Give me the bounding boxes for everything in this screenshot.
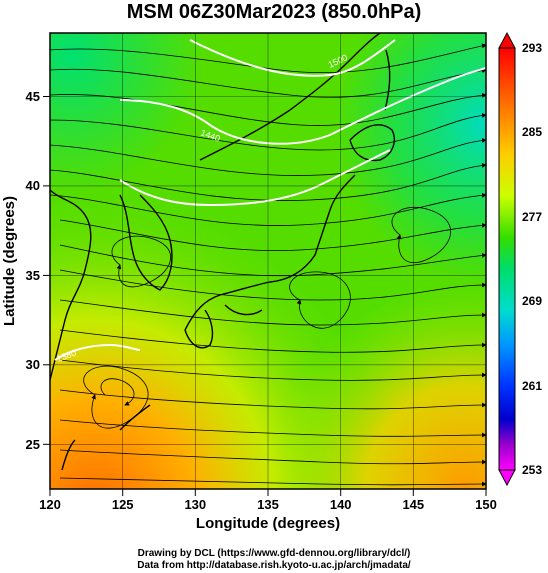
colorbar-scale	[498, 47, 516, 471]
colorbar-top-arrow	[498, 31, 516, 49]
y-tick-labels: 25 30 35 40 45	[26, 89, 40, 452]
axis-ticks	[43, 96, 487, 496]
y-tick-label: 40	[26, 178, 40, 193]
x-tick-label: 145	[402, 497, 424, 512]
colorbar-tick-label: 269	[522, 294, 542, 308]
map-title: MSM 06Z30Mar2023 (850.0hPa)	[126, 1, 422, 23]
y-tick-label: 35	[26, 268, 40, 283]
wind-streamlines	[50, 43, 486, 487]
x-tick-labels: 120 125 130 135 140 145 150	[39, 497, 497, 512]
x-tick-label: 125	[112, 497, 134, 512]
colorbar-tick-label: 285	[522, 125, 542, 139]
y-tick-label: 30	[26, 357, 40, 372]
credit-line-1: Drawing by DCL (https://www.gfd-dennou.o…	[137, 548, 411, 559]
colorbar-tick-label: 293	[522, 41, 542, 55]
colorbar-tick-label: 261	[522, 379, 542, 393]
credit-line-2: Data from http://database.rish.kyoto-u.a…	[137, 560, 411, 571]
y-tick-label: 25	[26, 437, 40, 452]
x-tick-label: 140	[330, 497, 352, 512]
coastlines	[50, 33, 396, 471]
x-tick-label: 150	[475, 497, 497, 512]
colorbar: 293 285 277 269 261 253	[498, 31, 542, 487]
y-axis-title: Latitude (degrees)	[1, 196, 18, 326]
y-tick-label: 45	[26, 89, 40, 104]
x-tick-label: 135	[257, 497, 279, 512]
gridlines	[50, 33, 486, 489]
temperature-field: 1500 1440 1380	[50, 33, 486, 489]
colorbar-tick-label: 253	[522, 463, 542, 477]
height-contours	[54, 39, 486, 361]
colorbar-tick-label: 277	[522, 210, 542, 224]
x-tick-label: 120	[39, 497, 61, 512]
x-axis-title: Longitude (degrees)	[196, 515, 340, 532]
x-tick-label: 130	[184, 497, 206, 512]
colorbar-bottom-arrow	[498, 469, 516, 487]
